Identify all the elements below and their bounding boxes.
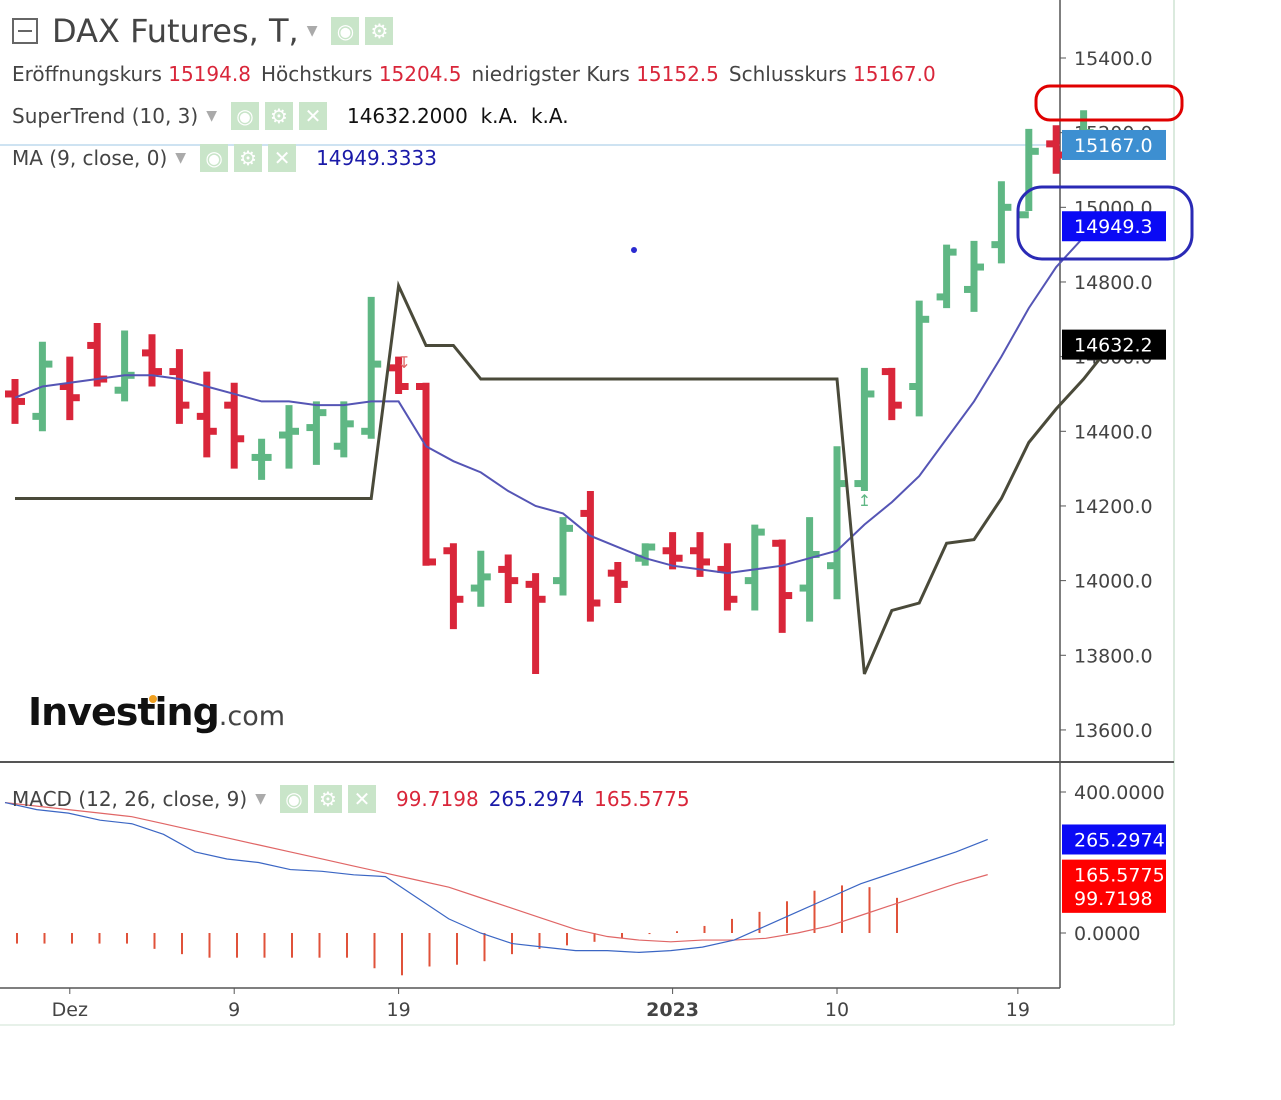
macd-hist-value: 99.7198 <box>395 787 479 811</box>
ma-line <box>14 225 1112 575</box>
ma-label: MA (9, close, 0) <box>12 146 168 170</box>
supertrend-label: SuperTrend (10, 3) <box>12 104 199 128</box>
logo-main: Investing <box>28 690 220 734</box>
gear-icon[interactable]: ⚙ <box>264 102 293 130</box>
time-tick-label: 2023 <box>646 999 699 1021</box>
chart-title: DAX Futures, T, <box>52 12 299 50</box>
macd-tick-label: 400.0000 <box>1074 782 1165 804</box>
ohlc-high-value: 15204.5 <box>378 62 462 86</box>
price-tick-label: 13600.0 <box>1074 720 1153 742</box>
supertrend-value: 14632.2000 <box>346 104 468 128</box>
eye-icon[interactable]: ◉ <box>279 785 308 813</box>
macd-line <box>4 801 988 953</box>
time-tick-label: 9 <box>228 999 240 1021</box>
caret-down-icon[interactable]: ▼ <box>175 150 187 166</box>
minimize-icon[interactable] <box>12 18 38 44</box>
price-badge-text: 14949.3 <box>1074 216 1153 238</box>
gear-icon[interactable]: ⚙ <box>234 144 263 172</box>
ohlc-low-value: 15152.5 <box>636 62 719 86</box>
price-badge <box>1062 211 1166 242</box>
ohlc-open-label: Eröffnungskurs <box>12 62 162 86</box>
price-tick-label: 14800.0 <box>1074 272 1153 294</box>
supertrend-line <box>15 280 1113 675</box>
price-tick-label: 15400.0 <box>1074 48 1153 70</box>
macd-legend: MACD (12, 26, close, 9) ▼ ◉ ⚙ ✕ 99.7198 … <box>12 785 690 813</box>
ohlc-open-value: 15194.8 <box>168 62 251 86</box>
time-tick-label: 19 <box>1006 999 1030 1021</box>
macd-badge-text: 165.5775 <box>1074 865 1165 887</box>
logo-accent-dot <box>149 695 157 703</box>
title-row: DAX Futures, T, ▼ ◉ ⚙ <box>12 12 394 50</box>
eye-icon[interactable]: ◉ <box>331 17 360 45</box>
trend-change-marker: ↧ <box>397 353 410 372</box>
price-tick-label: 14400.0 <box>1074 421 1153 443</box>
price-tick-label: 13800.0 <box>1074 645 1153 667</box>
ohlc-close-label: Schlusskurs <box>728 62 847 86</box>
ohlc-close-value: 15167.0 <box>853 62 936 86</box>
eye-icon[interactable]: ◉ <box>200 144 229 172</box>
investing-logo: Investing.com <box>28 690 285 734</box>
price-tick-label: 14000.0 <box>1074 571 1153 593</box>
macd-badge <box>1062 824 1166 855</box>
price-badge <box>1062 329 1166 360</box>
macd-line-value: 265.2974 <box>488 787 585 811</box>
macd-badge-text: 265.2974 <box>1074 829 1165 851</box>
annotation-blue-ellipse <box>1016 185 1194 261</box>
trend-change-marker: ↥ <box>858 491 871 510</box>
price-tick-label: 14200.0 <box>1074 496 1153 518</box>
caret-down-icon[interactable]: ▼ <box>206 108 217 124</box>
price-badge-text: 14632.2 <box>1074 335 1153 357</box>
supertrend-extra-2: k.A. <box>530 104 569 128</box>
caret-down-icon[interactable]: ▼ <box>255 791 266 807</box>
time-tick-label: 10 <box>825 999 849 1021</box>
macd-badge <box>1062 882 1166 913</box>
gear-icon[interactable]: ⚙ <box>365 17 394 45</box>
price-badge <box>1062 129 1166 160</box>
close-icon[interactable]: ✕ <box>298 102 327 130</box>
ma-value: 14949.3333 <box>316 146 437 170</box>
gear-icon[interactable]: ⚙ <box>313 785 342 813</box>
price-badge-text: 15167.0 <box>1074 135 1153 157</box>
close-icon[interactable]: ✕ <box>268 144 297 172</box>
logo-suffix: .com <box>218 701 286 732</box>
time-tick-label: 19 <box>387 999 411 1021</box>
macd-signal-line <box>4 801 988 943</box>
macd-label: MACD (12, 26, close, 9) <box>12 787 248 811</box>
eye-icon[interactable]: ◉ <box>230 102 259 130</box>
annotation-red-ellipse <box>1034 84 1184 122</box>
macd-signal-value: 165.5775 <box>594 787 690 811</box>
macd-tick-label: 0.0000 <box>1074 923 1140 945</box>
macd-badge-text: 99.7198 <box>1074 888 1153 910</box>
chart-dot <box>631 247 637 253</box>
time-tick-label: Dez <box>52 999 88 1021</box>
ohlc-low-label: niedrigster Kurs <box>471 62 630 86</box>
supertrend-legend: SuperTrend (10, 3) ▼ ◉ ⚙ ✕ 14632.2000 k.… <box>12 102 569 130</box>
ohlc-high-label: Höchstkurs <box>260 62 373 86</box>
caret-down-icon[interactable]: ▼ <box>306 23 318 39</box>
close-icon[interactable]: ✕ <box>347 785 376 813</box>
ohlc-legend: Eröffnungskurs 15194.8 Höchstkurs 15204.… <box>12 62 936 86</box>
ma-legend: MA (9, close, 0) ▼ ◉ ⚙ ✕ 14949.3333 <box>12 144 437 172</box>
supertrend-extra-1: k.A. <box>480 104 519 128</box>
